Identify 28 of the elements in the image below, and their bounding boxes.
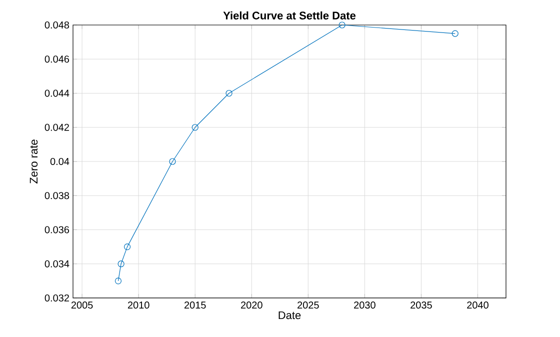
- x-tick-label: 2025: [298, 302, 319, 309]
- y-tick-label: 0.046: [44, 56, 70, 63]
- point: [124, 244, 131, 250]
- y-tick-label: 0.038: [44, 192, 70, 200]
- x-tick-label: 2020: [241, 302, 262, 309]
- x-tick-label: 2030: [354, 302, 376, 309]
- y-tick-label: 0.036: [44, 226, 70, 234]
- y-tick-label: 0.044: [44, 90, 70, 97]
- y-tick-label: 0.042: [44, 124, 69, 131]
- y-axis-title: Zero rate: [30, 140, 38, 184]
- point: [169, 158, 176, 165]
- point: [192, 124, 198, 131]
- x-tick-label: 2040: [467, 302, 488, 309]
- x-tick-label: 2015: [184, 302, 206, 309]
- chart-title: Yield Curve at Settle Date: [223, 11, 356, 20]
- point: [118, 260, 124, 268]
- x-tick-label: 2035: [410, 302, 432, 309]
- x-tick-label: 2005: [71, 302, 93, 309]
- y-tick-label: 0.048: [44, 21, 70, 29]
- x-tick-label: 2010: [128, 302, 150, 309]
- point: [114, 278, 122, 284]
- point: [338, 22, 346, 28]
- y-tick-label: 0.04: [50, 158, 70, 166]
- y-tick-label: 0.032: [44, 294, 69, 302]
- y-tick-label: 0.034: [44, 260, 70, 268]
- x-axis-title: Date: [278, 311, 301, 320]
- point: [226, 90, 232, 97]
- point: [452, 30, 458, 37]
